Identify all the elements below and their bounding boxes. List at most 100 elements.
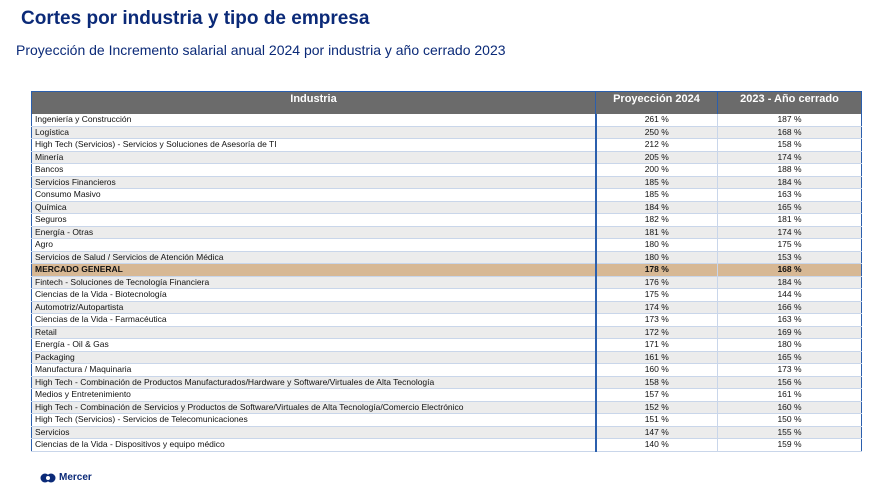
industry-cell: High Tech - Combinación de Productos Man… (31, 376, 596, 389)
industry-cell: Automotriz/Autopartista (31, 301, 596, 314)
table-row: Ciencias de la Vida - Dispositivos y equ… (31, 438, 862, 452)
logo-text: Mercer (59, 472, 92, 483)
industry-cell: Ciencias de la Vida - Dispositivos y equ… (31, 438, 596, 452)
table-row: High Tech - Combinación de Servicios y P… (31, 401, 862, 414)
value-cell: 200 % (594, 163, 718, 177)
value-cell: 165 % (717, 351, 862, 364)
table-row: Química 184 % 165 % (31, 201, 862, 214)
industry-cell: Medios y Entretenimiento (31, 388, 596, 402)
industry-cell: Agro (31, 238, 596, 252)
value-cell: 212 % (594, 138, 718, 152)
industry-cell: Minería (31, 151, 596, 164)
value-cell: 144 % (717, 288, 862, 302)
table-row: Packaging 161 % 165 % (31, 351, 862, 364)
value-cell: 161 % (594, 351, 718, 364)
value-cell: 163 % (717, 188, 862, 202)
value-cell: 155 % (717, 426, 862, 439)
industry-cell: Fintech - Soluciones de Tecnología Finan… (31, 276, 596, 289)
logo: Mercer (40, 472, 92, 483)
industry-cell: Servicios de Salud / Servicios de Atenci… (31, 251, 596, 264)
table-row: Minería 205 % 174 % (31, 151, 862, 164)
value-cell: 174 % (717, 151, 862, 164)
table-row: Energía - Oil & Gas 171 % 180 % (31, 338, 862, 352)
table-row: Ciencias de la Vida - Farmacéutica 173 % 1… (31, 313, 862, 327)
value-cell: 163 % (717, 313, 862, 327)
value-cell: 168 % (717, 126, 862, 139)
industry-cell: Servicios Financieros (31, 176, 596, 189)
industry-cell: High Tech (Servicios) - Servicios y Solu… (31, 138, 596, 152)
industry-cell: Energía - Oil & Gas (31, 338, 596, 352)
table-row: Manufactura / Maquinaria 160 % 173 % (31, 363, 862, 377)
value-cell: 158 % (594, 376, 718, 389)
value-cell: 176 % (594, 276, 718, 289)
value-cell: 147 % (594, 426, 718, 439)
value-cell: 173 % (717, 363, 862, 377)
industry-cell: Energía - Otras (31, 226, 596, 239)
table-row: Energía - Otras 181 % 174 % (31, 226, 862, 239)
industry-cell: Bancos (31, 163, 596, 177)
value-cell: 174 % (594, 301, 718, 314)
value-cell: 172 % (594, 326, 718, 339)
table-row: Ingeniería y Construcción 261 % 187 % (31, 114, 862, 127)
table-row: Automotriz/Autopartista 174 % 166 % (31, 301, 862, 314)
value-cell: 156 % (717, 376, 862, 389)
value-cell: 166 % (717, 301, 862, 314)
title: Cortes por industria y tipo de empresa (21, 8, 370, 29)
value-cell: 171 % (594, 338, 718, 352)
table-body: Ingeniería y Construcción 261 % 187 % Logís… (31, 114, 862, 452)
industry-cell: Ciencias de la Vida - Farmacéutica (31, 313, 596, 327)
value-cell: 173 % (594, 313, 718, 327)
value-cell: 150 % (717, 413, 862, 427)
value-cell: 157 % (594, 388, 718, 402)
value-cell: 181 % (717, 213, 862, 227)
value-cell: 182 % (594, 213, 718, 227)
industry-cell: High Tech - Combinación de Servicios y P… (31, 401, 596, 414)
value-cell: 185 % (594, 176, 718, 189)
industry-cell: Química (31, 201, 596, 214)
table-row: Logística 250 % 168 % (31, 126, 862, 139)
value-cell: 175 % (717, 238, 862, 252)
header-row: Industria Proyección 2024 2023 - Año cerra… (31, 91, 862, 114)
industry-cell: Packaging (31, 351, 596, 364)
column-header: Proyección 2024 (595, 91, 718, 114)
value-cell: 181 % (594, 226, 718, 239)
value-cell: 159 % (717, 438, 862, 452)
industry-cell: Servicios (31, 426, 596, 439)
industry-cell: Retail (31, 326, 596, 339)
value-cell: 180 % (594, 238, 718, 252)
table-row: MERCADO GENERAL 178 % 168 % (31, 263, 862, 277)
value-cell: 185 % (594, 188, 718, 202)
logo-icon (40, 473, 56, 482)
table: Industria Proyección 2024 2023 - Año cerra… (31, 91, 862, 452)
value-cell: 140 % (594, 438, 718, 452)
value-cell: 205 % (594, 151, 718, 164)
value-cell: 151 % (594, 413, 718, 427)
value-cell: 161 % (717, 388, 862, 402)
table-row: Fintech - Soluciones de Tecnología Finan… (31, 276, 862, 289)
value-cell: 188 % (717, 163, 862, 177)
value-cell: 180 % (717, 338, 862, 352)
value-cell: 178 % (594, 263, 718, 277)
industry-cell: Manufactura / Maquinaria (31, 363, 596, 377)
table-row: Bancos 200 % 188 % (31, 163, 862, 177)
value-cell: 153 % (717, 251, 862, 264)
table-row: Servicios de Salud / Servicios de Atenci… (31, 251, 862, 264)
table-row: Consumo Masivo 185 % 163 % (31, 188, 862, 202)
table-row: High Tech - Combinación de Productos Man… (31, 376, 862, 389)
table-row: Servicios Financieros 185 % 184 % (31, 176, 862, 189)
table-row: Medios y Entretenimiento 157 % 161 % (31, 388, 862, 402)
industry-cell: MERCADO GENERAL (31, 263, 596, 277)
industry-cell: Ingeniería y Construcción (31, 114, 596, 127)
value-cell: 169 % (717, 326, 862, 339)
table-row: Ciencias de la Vida - Biotecnología 175 %… (31, 288, 862, 302)
table-row: High Tech (Servicios) - Servicios y Solu… (31, 138, 862, 152)
value-cell: 184 % (717, 276, 862, 289)
value-cell: 180 % (594, 251, 718, 264)
industry-cell: Seguros (31, 213, 596, 227)
value-cell: 250 % (594, 126, 718, 139)
table-row: Agro 180 % 175 % (31, 238, 862, 252)
value-cell: 175 % (594, 288, 718, 302)
value-cell: 165 % (717, 201, 862, 214)
industry-cell: High Tech (Servicios) - Servicios de Tel… (31, 413, 596, 427)
